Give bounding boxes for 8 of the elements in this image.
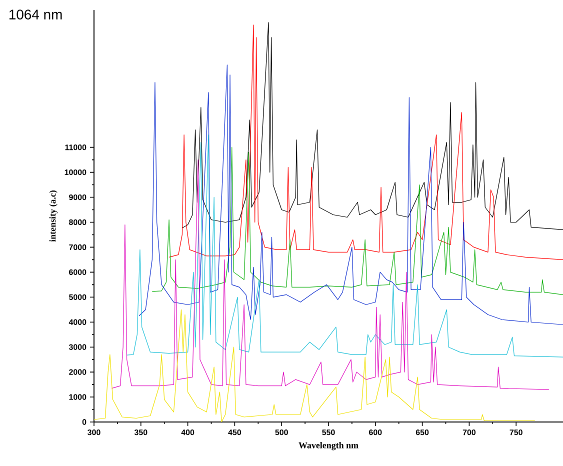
chart-title: 1064 nm	[9, 10, 62, 20]
line-series	[94, 309, 536, 422]
line-series	[152, 147, 563, 295]
y-axis-title: intensity (a.c)	[49, 190, 58, 242]
line-series	[182, 22, 563, 230]
line-series	[168, 24, 563, 260]
line-series	[112, 160, 550, 390]
x-axis-title: Wavelength nm	[298, 442, 358, 450]
